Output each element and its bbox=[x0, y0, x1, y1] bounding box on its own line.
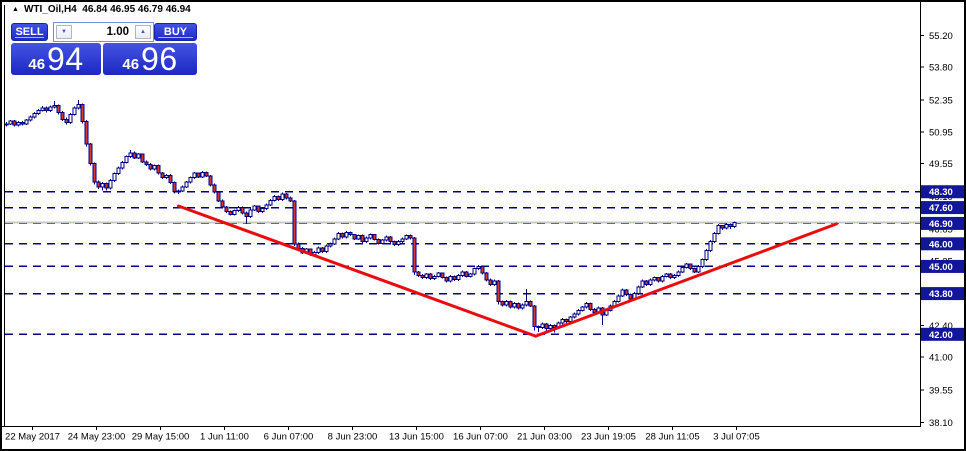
sell-underline bbox=[15, 37, 44, 38]
price-level-tag bbox=[921, 259, 964, 273]
price-level-tag-label: 48.30 bbox=[929, 187, 953, 198]
price-level-tag bbox=[921, 237, 964, 251]
price-level-tag bbox=[921, 287, 964, 301]
x-axis-date-label: 22 May 2017 bbox=[5, 432, 60, 443]
x-axis-date-label: 21 Jun 03:00 bbox=[517, 432, 572, 443]
x-axis-date-label: 6 Jun 07:00 bbox=[264, 432, 314, 443]
x-axis-date-label: 8 Jun 23:00 bbox=[328, 432, 378, 443]
buy-underline bbox=[158, 37, 193, 38]
y-axis-tick-label: 55.20 bbox=[929, 31, 953, 42]
chart-title: ▲ WTI_Oil,H4 46.84 46.95 46.79 46.94 bbox=[12, 4, 191, 15]
volume-input[interactable] bbox=[72, 25, 135, 39]
buy-price-prefix: 46 bbox=[122, 55, 140, 73]
x-axis-date-label: 23 Jun 19:05 bbox=[581, 432, 636, 443]
price-level-tag-label: 46.00 bbox=[929, 239, 953, 250]
collapse-triangle-icon[interactable]: ▲ bbox=[12, 6, 19, 13]
buy-button-label: BUY bbox=[163, 26, 188, 38]
x-axis-date-label: 28 Jun 11:05 bbox=[645, 432, 699, 443]
volume-increase-button[interactable]: ▲ bbox=[135, 25, 151, 39]
y-axis-tick-label: 46.65 bbox=[929, 225, 953, 236]
x-axis-date-label: 1 Jun 11:00 bbox=[200, 432, 249, 443]
sell-price-main: 94 bbox=[47, 41, 84, 77]
y-axis-tick-label: 52.35 bbox=[929, 96, 953, 107]
price-level-tag bbox=[921, 327, 964, 341]
buy-price-panel[interactable]: 46 96 bbox=[103, 43, 197, 75]
x-axis-date-label: 16 Jun 07:00 bbox=[453, 432, 508, 443]
y-axis-tick-label: 38.10 bbox=[929, 418, 953, 429]
volume-stepper: ▼ ▲ bbox=[53, 22, 154, 42]
trendline-ascending[interactable] bbox=[534, 222, 838, 338]
y-axis-tick-label: 49.55 bbox=[929, 159, 953, 170]
y-axis-tick-label: 39.55 bbox=[929, 385, 953, 396]
price-level-tag-label: 42.00 bbox=[929, 330, 953, 341]
y-axis-tick-label: 42.40 bbox=[929, 321, 953, 332]
price-level-tag bbox=[921, 201, 964, 215]
candles-layer bbox=[4, 100, 737, 333]
price-level-tag bbox=[921, 216, 964, 230]
price-level-tag-label: 47.60 bbox=[929, 203, 953, 214]
trendline-descending[interactable] bbox=[177, 204, 538, 338]
x-axis-date-label: 13 Jun 15:00 bbox=[389, 432, 444, 443]
one-click-trading-panel: SELL ▼ ▲ BUY 46 94 46 96 bbox=[10, 22, 198, 76]
chart-symbol-label: WTI_Oil,H4 bbox=[23, 4, 77, 15]
price-level-tag bbox=[921, 185, 964, 199]
y-axis-tick-label: 50.95 bbox=[929, 127, 953, 138]
sell-price-prefix: 46 bbox=[28, 55, 46, 73]
price-level-tag-label: 45.00 bbox=[929, 262, 953, 273]
y-axis-tick-label: 53.80 bbox=[929, 63, 953, 74]
chart-ohlc-values: 46.84 46.95 46.79 46.94 bbox=[82, 4, 191, 15]
x-axis-date-label: 24 May 23:00 bbox=[68, 432, 126, 443]
price-level-tag-label: 46.90 bbox=[929, 219, 953, 230]
sell-button[interactable]: SELL bbox=[11, 23, 48, 41]
sell-price-panel[interactable]: 46 94 bbox=[11, 43, 101, 75]
x-axis-date-label: 3 Jul 07:05 bbox=[713, 432, 759, 443]
sell-button-label: SELL bbox=[15, 26, 44, 38]
x-axis-date-label: 29 May 15:00 bbox=[132, 432, 190, 443]
price-level-tag-label: 43.80 bbox=[929, 289, 953, 300]
volume-decrease-button[interactable]: ▼ bbox=[56, 25, 72, 39]
y-axis-tick-label: 41.00 bbox=[929, 352, 953, 363]
buy-price-main: 96 bbox=[141, 41, 178, 77]
buy-button[interactable]: BUY bbox=[154, 23, 197, 41]
